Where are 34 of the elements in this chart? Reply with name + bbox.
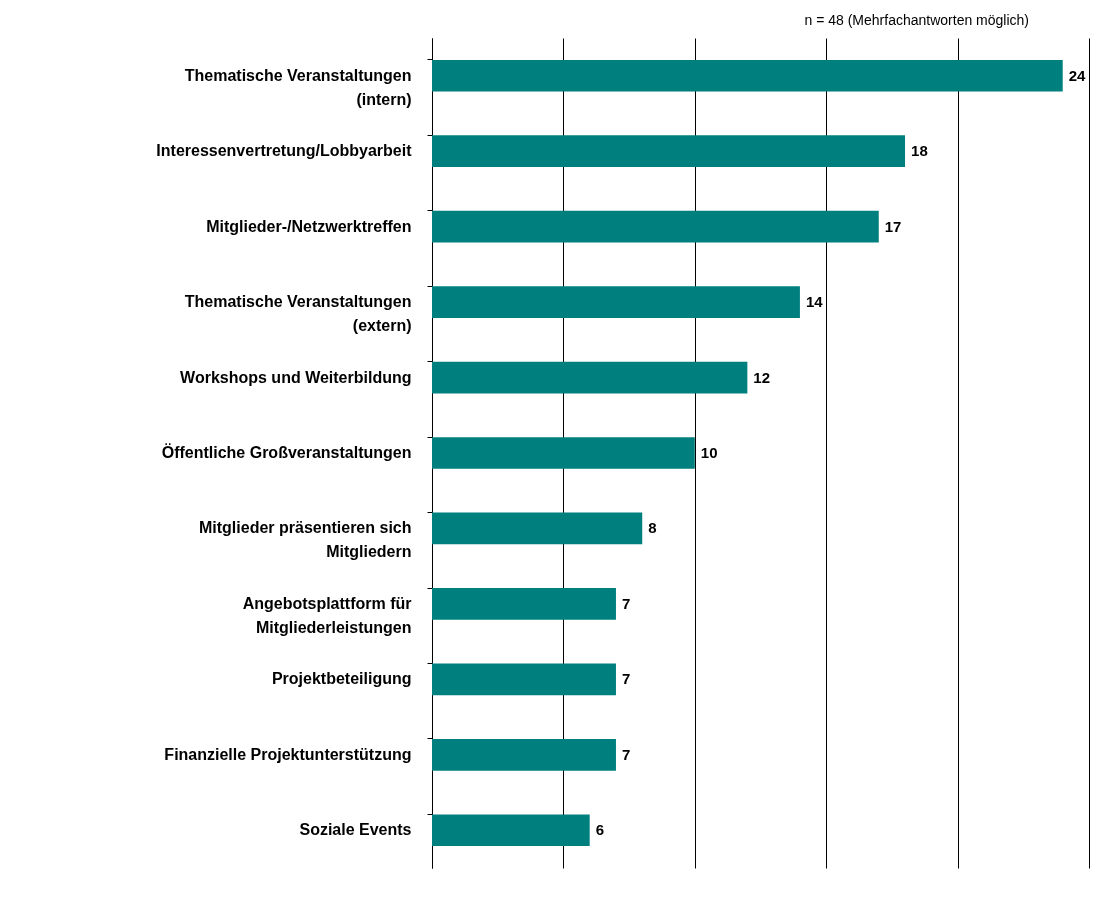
data-label: 17	[884, 217, 902, 235]
y-tick-label: Interessenvertretung/Lobbyarbeit	[156, 142, 413, 160]
bar	[432, 738, 616, 771]
bar	[432, 437, 695, 469]
bar	[432, 135, 906, 168]
data-label: 10	[700, 444, 718, 461]
bar	[432, 210, 879, 243]
y-tick-label: Mitglieder-/Netzwerktreffen	[206, 217, 412, 235]
bar	[432, 59, 1063, 92]
bar	[432, 663, 616, 696]
y-tick-label: Angebotsplattform für Mitgliederleistungen	[242, 594, 412, 636]
data-label: 14	[805, 293, 824, 311]
y-tick-label: Projektbeteiligung	[271, 670, 412, 688]
bar	[432, 512, 643, 545]
bar	[432, 588, 616, 620]
data-label: 7	[621, 594, 631, 612]
y-tick-label: Mitglieder präsentieren sich Mitgliedern	[198, 519, 412, 561]
data-label: 24	[1068, 66, 1087, 84]
data-label: 18	[911, 142, 928, 160]
y-tick-label: Öffentliche Großveranstaltungen	[161, 443, 412, 461]
y-tick-label: Finanzielle Projektunterstützung	[164, 745, 412, 763]
data-label: 7	[621, 745, 631, 763]
y-tick-label: Soziale Events	[299, 821, 412, 839]
bar	[432, 361, 748, 394]
y-tick-label: Thematische Veranstaltungen (extern)	[184, 293, 412, 335]
bar	[432, 814, 590, 847]
chart-title: n = 48 (Mehrfachantworten möglich)	[804, 12, 1029, 28]
y-tick-label: Thematische Veranstaltungen (intern)	[184, 66, 412, 108]
y-tick-label: Workshops und Weiterbildung	[180, 368, 412, 386]
data-label: 8	[648, 519, 657, 537]
data-label: 12	[753, 368, 771, 386]
data-label: 6	[595, 821, 605, 839]
data-label: 7	[621, 670, 631, 688]
bar	[432, 286, 800, 318]
